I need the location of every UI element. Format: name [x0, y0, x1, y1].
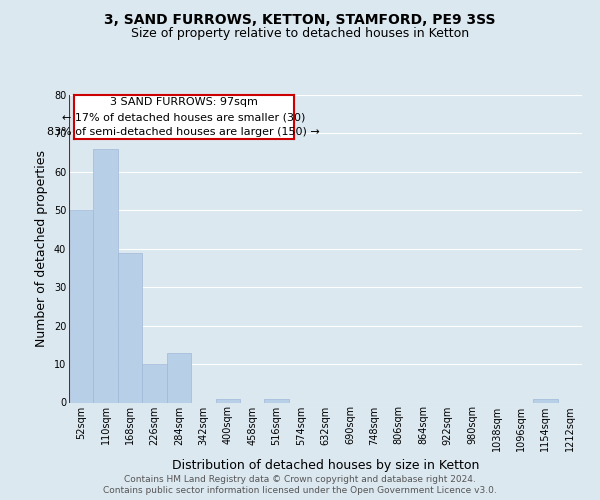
Bar: [94, 149, 118, 403]
Bar: [215, 398, 240, 402]
Text: 3, SAND FURROWS, KETTON, STAMFORD, PE9 3SS: 3, SAND FURROWS, KETTON, STAMFORD, PE9 3…: [104, 12, 496, 26]
Bar: [69, 210, 94, 402]
Bar: [118, 252, 142, 402]
Y-axis label: Number of detached properties: Number of detached properties: [35, 150, 48, 347]
Bar: [265, 398, 289, 402]
Text: Contains public sector information licensed under the Open Government Licence v3: Contains public sector information licen…: [103, 486, 497, 495]
Text: Contains HM Land Registry data © Crown copyright and database right 2024.: Contains HM Land Registry data © Crown c…: [124, 475, 476, 484]
Bar: [533, 398, 557, 402]
X-axis label: Distribution of detached houses by size in Ketton: Distribution of detached houses by size …: [172, 459, 479, 472]
Text: Size of property relative to detached houses in Ketton: Size of property relative to detached ho…: [131, 28, 469, 40]
Bar: [142, 364, 167, 403]
Text: 3 SAND FURROWS: 97sqm
← 17% of detached houses are smaller (30)
83% of semi-deta: 3 SAND FURROWS: 97sqm ← 17% of detached …: [47, 98, 320, 137]
Bar: [167, 352, 191, 403]
